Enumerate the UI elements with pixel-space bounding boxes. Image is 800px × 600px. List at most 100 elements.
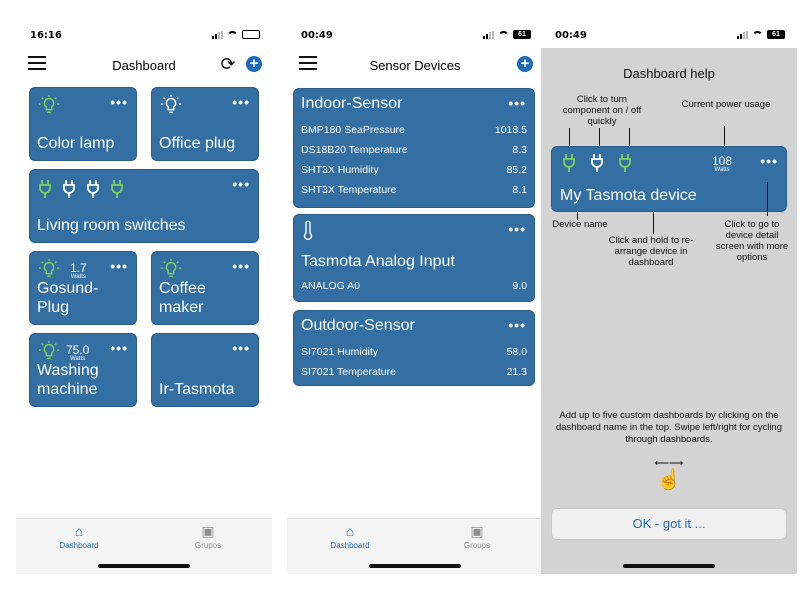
device-tile-ir-tasmota[interactable]: ••• Ir-Tasmota [151,333,259,407]
tab-dashboard[interactable]: ⌂ Dashboard [315,523,385,550]
plug-icon[interactable] [562,153,576,173]
plug-icon[interactable] [590,153,604,173]
tab-label: Groups [463,541,491,550]
sensor-label: BMP180 SeaPressure [301,124,405,136]
sensor-card-outdoor[interactable]: Outdoor-Sensor ••• SI7021 Humidity 58.0 S… [293,310,535,386]
power-reading: 108 Watts [712,155,732,174]
power-unit: Watts [70,274,86,280]
page-title[interactable]: Sensor Devices [369,58,461,73]
plug-icon[interactable] [86,179,100,199]
more-options-icon[interactable]: ••• [232,340,250,356]
tab-label: Dashboard [330,541,370,550]
power-reading: 75.0 Watts [66,344,89,363]
pointer-line [629,128,630,148]
sensor-row: ANALOG A0 9.0 [301,280,527,292]
swipe-arrows-icon: ⟵⟶ [654,458,684,469]
battery-icon: 61 [767,30,785,39]
more-options-icon[interactable]: ••• [232,258,250,274]
sensor-value: 58.0 [506,346,527,358]
device-tile-gosund-plug[interactable]: 1.7 Watts ••• Gosund-Plug [29,251,137,325]
dashboard-header: Dashboard ⟳ + [16,48,272,82]
more-options-icon[interactable]: ••• [110,340,128,356]
lightbulb-icon[interactable] [38,258,60,280]
home-indicator [623,564,715,568]
tab-groups[interactable]: ▣ Groups [442,523,512,550]
ok-button[interactable]: OK - got it ... [551,508,787,540]
add-button[interactable]: + [246,56,262,72]
sensor-value: 21.3 [506,366,527,378]
menu-icon[interactable] [28,56,46,70]
status-bar: 00:49 61 [287,22,543,48]
battery-icon: 61 [513,30,531,39]
device-tile-coffee-maker[interactable]: ••• Coffee maker [151,251,259,325]
annotation-rearrange: Click and hold to re-arrange device in d… [608,235,694,268]
annotation-turn-on: Click to turn component on / off quickly [562,94,642,127]
plug-icon[interactable] [38,179,52,199]
dashboard-help-screen: 00:49 61 Dashboard help Click to turn co… [541,22,797,574]
status-icons [212,30,260,39]
lightbulb-icon[interactable] [38,94,60,116]
plug-icon[interactable] [62,179,76,199]
more-options-icon[interactable]: ••• [760,153,778,169]
more-options-icon[interactable]: ••• [508,95,526,111]
menu-icon[interactable] [299,56,317,70]
more-options-icon[interactable]: ••• [110,258,128,274]
tab-bar: ⌂ Dashboard ▣ Grupos [16,518,272,574]
sensor-label: SHT3X Humidity [301,164,379,176]
home-indicator [98,564,190,568]
tab-label: Dashboard [59,541,99,550]
more-options-icon[interactable]: ••• [110,94,128,110]
status-bar: 16:16 [16,22,272,48]
pointer-line [653,212,654,234]
sensor-value: 8.3 [512,144,527,156]
refresh-icon[interactable]: ⟳ [220,54,236,74]
more-options-icon[interactable]: ••• [232,176,250,192]
status-icons: 61 [737,30,785,39]
lightbulb-icon[interactable] [160,258,182,280]
pointer-line [569,128,570,148]
sensor-card-analog[interactable]: Tasmota Analog Input ••• ANALOG A0 9.0 [293,214,535,302]
lightbulb-icon[interactable] [38,340,60,362]
sensor-label: ANALOG A0 [301,280,360,292]
sensor-devices-screen: 00:49 61 Sensor Devices + Indoor-Sensor … [287,22,543,574]
wifi-icon [752,30,763,39]
more-options-icon[interactable]: ••• [232,94,250,110]
more-options-icon[interactable]: ••• [508,317,526,333]
plug-switches [562,153,632,173]
tile-name: Living room switches [37,217,186,234]
tab-bar: ⌂ Dashboard ▣ Groups [287,518,543,574]
card-title: Indoor-Sensor [301,95,403,112]
tab-dashboard[interactable]: ⌂ Dashboard [44,523,114,550]
pointer-line [724,126,725,150]
plug-icon[interactable] [110,179,124,199]
more-options-icon[interactable]: ••• [508,221,526,237]
status-bar: 00:49 61 [541,22,797,48]
device-tile-office-plug[interactable]: ••• Office plug [151,87,259,161]
device-tile-washing-machine[interactable]: 75.0 Watts ••• Washing machine [29,333,137,407]
status-time: 16:16 [30,30,62,41]
power-reading: 1.7 Watts [70,262,87,281]
sensor-label: DS18B20 Temperature [301,144,408,156]
swipe-hand-icon: ☝ [656,469,682,491]
signal-icon [212,30,223,39]
tile-name: My Tasmota device [560,187,697,204]
sensor-card-indoor[interactable]: Indoor-Sensor ••• BMP180 SeaPressure 1018… [293,88,535,208]
plug-icon[interactable] [618,153,632,173]
wifi-icon [227,30,238,39]
tile-name: Color lamp [37,135,115,152]
tile-name: Ir-Tasmota [159,381,235,398]
battery-icon [242,30,260,39]
home-icon: ⌂ [345,523,355,539]
power-value: 75.0 [66,343,90,357]
tab-groups[interactable]: ▣ Grupos [173,523,243,550]
thermometer-icon [303,221,313,241]
device-tile-color-lamp[interactable]: ••• Color lamp [29,87,137,161]
annotation-device-name: Device name [552,219,608,230]
signal-icon [483,30,494,39]
device-tile-living-room[interactable]: ••• Living room switches [29,169,259,243]
add-button[interactable]: + [517,56,533,72]
page-title[interactable]: Dashboard [112,58,176,73]
example-device-tile[interactable]: 108 Watts ••• My Tasmota device [551,146,787,212]
annotation-power: Current power usage [681,99,771,110]
lightbulb-outline-icon[interactable] [160,94,182,116]
